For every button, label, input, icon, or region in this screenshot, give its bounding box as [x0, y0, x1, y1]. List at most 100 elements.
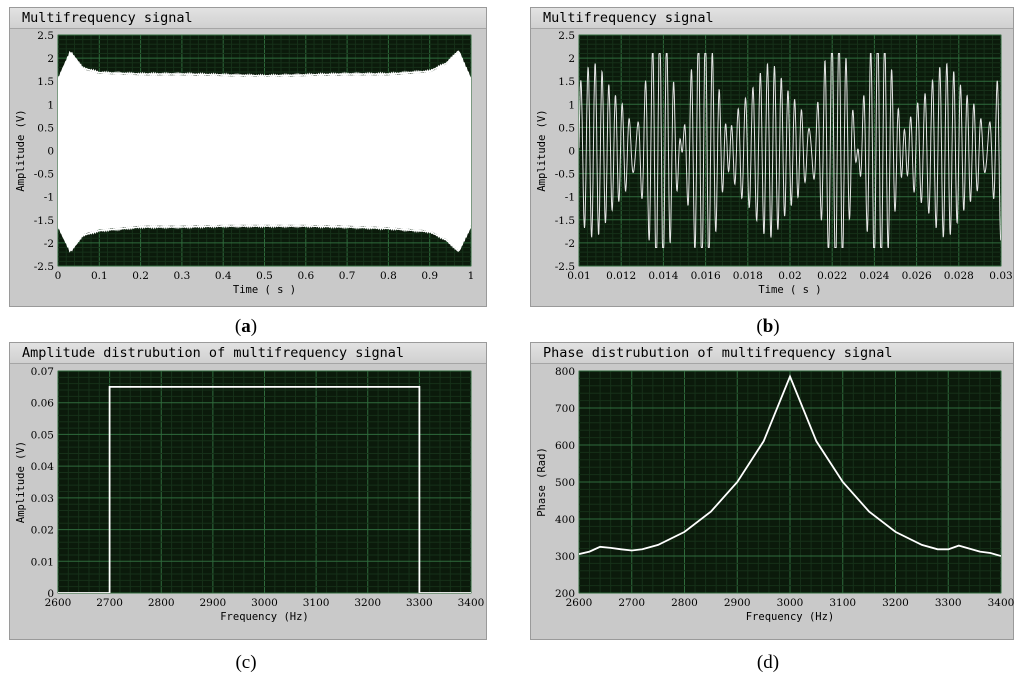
- chart-c: 2600 2700 2800 2900 3000 3100 3200 3300 3400 0.07…: [15, 366, 485, 623]
- y-tick-label: -1.5: [34, 215, 54, 227]
- y-tick-label: 0.05: [31, 429, 54, 441]
- x-tick-label: 3400: [988, 597, 1015, 609]
- x-tick-label: 0.014: [648, 270, 678, 282]
- y-tick-label: -2.5: [34, 261, 54, 273]
- envelope-upper-edge: [58, 50, 471, 82]
- x-tick-label: 3300: [935, 597, 962, 609]
- x-axis-label: Frequency (Hz): [220, 611, 309, 623]
- y-tick-label: -2: [565, 238, 575, 250]
- x-tick-label: 2600: [45, 597, 72, 609]
- caption-b: (b): [756, 316, 780, 337]
- y-tick-label: 0.03: [31, 493, 54, 505]
- x-tick-label: 2700: [96, 597, 123, 609]
- y-tick-label: 600: [555, 440, 575, 452]
- x-tick-label: 3400: [458, 597, 485, 609]
- y-tick-label: 0: [47, 588, 54, 600]
- y-tick-label: -1: [44, 192, 54, 204]
- y-tick-label: 0.04: [31, 461, 55, 473]
- y-axis-label: Phase (Rad): [536, 447, 548, 517]
- y-tick-label: 0: [47, 146, 54, 158]
- x-tick-label: 0.6: [297, 270, 314, 282]
- x-tick-label: 0.018: [733, 270, 763, 282]
- x-tick-label: 2900: [724, 597, 751, 609]
- x-tick-label: 1: [468, 270, 475, 282]
- y-tick-label: 300: [555, 551, 575, 563]
- x-tick-label: 0.01: [567, 270, 590, 282]
- chart-panel-a: Multifrequency signal 0 0.1 0.2 0.3 0.4 0.5 0.…: [9, 7, 487, 307]
- data-layer: [58, 386, 471, 593]
- y-tick-label: 700: [555, 403, 575, 415]
- y-tick-label: 1.5: [558, 76, 575, 88]
- x-tick-label: 0.4: [215, 270, 232, 282]
- y-tick-label: -2: [44, 238, 54, 250]
- y-tick-label: 0.07: [31, 366, 54, 378]
- chart-a: 0 0.1 0.2 0.3 0.4 0.5 0.6 0.7 0.8 0.9 1 2.5 2 1.5 1 0.5…: [15, 30, 475, 296]
- x-tick-label: 3200: [882, 597, 909, 609]
- x-tick-label: 3200: [354, 597, 381, 609]
- data-layer: [58, 50, 471, 253]
- x-tick-label: 3100: [829, 597, 856, 609]
- x-axis-label: Time ( s ): [758, 284, 821, 296]
- caption-d: (d): [756, 652, 780, 673]
- y-tick-label: 2: [47, 53, 54, 65]
- series-line: [58, 386, 471, 593]
- y-tick-label: 0.5: [37, 122, 54, 134]
- x-tick-label: 3300: [406, 597, 433, 609]
- chart-title-d: Phase distrubution of multifrequency sig…: [531, 343, 1013, 364]
- y-tick-label: 2: [568, 53, 575, 65]
- x-tick-label: 0.8: [380, 270, 397, 282]
- y-tick-label: 2.5: [558, 30, 575, 42]
- x-tick-label: 0.028: [944, 270, 974, 282]
- x-tick-label: 0.012: [606, 270, 636, 282]
- x-tick-label: 2600: [566, 597, 593, 609]
- x-tick-label: 0.1: [91, 270, 108, 282]
- data-layer: [579, 374, 1001, 557]
- x-tick-label: 3000: [777, 597, 804, 609]
- x-tick-label: 0.024: [859, 270, 889, 282]
- x-tick-label: 2800: [671, 597, 698, 609]
- x-tick-label: 0.7: [339, 270, 356, 282]
- x-tick-label: 0: [55, 270, 62, 282]
- data-layer: [579, 53, 1001, 248]
- y-tick-label: 1.5: [37, 76, 54, 88]
- x-tick-label: 0.03: [989, 270, 1012, 282]
- chart-title-c: Amplitude distrubution of multifrequency…: [10, 343, 486, 364]
- caption-a: (a): [234, 316, 258, 337]
- y-tick-label: 0.06: [31, 398, 55, 410]
- y-tick-label: 0.5: [558, 122, 575, 134]
- x-tick-label: 0.016: [691, 270, 721, 282]
- x-tick-label: 3000: [251, 597, 278, 609]
- signal-line: [579, 53, 1001, 248]
- y-tick-label: -0.5: [34, 169, 54, 181]
- x-tick-label: 0.5: [256, 270, 273, 282]
- y-axis-label: Amplitude (V): [15, 109, 27, 191]
- y-tick-label: 500: [555, 477, 575, 489]
- chart-panel-c: Amplitude distrubution of multifrequency…: [9, 342, 487, 640]
- chart-panel-d: Phase distrubution of multifrequency sig…: [530, 342, 1014, 640]
- x-axis-label: Frequency (Hz): [746, 611, 835, 623]
- y-tick-label: 0.02: [31, 525, 54, 537]
- grid: [57, 370, 472, 594]
- x-tick-label: 2900: [200, 597, 227, 609]
- y-tick-label: -0.5: [555, 169, 575, 181]
- chart-title-a: Multifrequency signal: [10, 8, 486, 29]
- chart-title-b: Multifrequency signal: [531, 8, 1013, 29]
- chart-b: 0.01 0.012 0.014 0.016 0.018 0.02 0.022 0.024 0.…: [536, 30, 1013, 296]
- series-line: [579, 374, 1001, 557]
- y-tick-label: 0.01: [31, 556, 54, 568]
- y-tick-label: 1: [568, 99, 575, 111]
- x-tick-label: 0.3: [174, 270, 191, 282]
- y-tick-label: 800: [555, 366, 575, 378]
- y-axis-label: Amplitude (V): [15, 441, 27, 523]
- signal-envelope: [58, 51, 471, 251]
- y-tick-label: 0: [568, 146, 575, 158]
- y-tick-label: 2.5: [37, 30, 54, 42]
- x-tick-label: 2700: [618, 597, 645, 609]
- x-tick-label: 0.2: [132, 270, 149, 282]
- x-tick-label: 0.026: [902, 270, 932, 282]
- x-tick-label: 0.022: [817, 270, 847, 282]
- envelope-lower-edge: [58, 222, 471, 253]
- chart-panel-b: Multifrequency signal 0.01 0.012 0.014 0.01…: [530, 7, 1014, 307]
- y-tick-label: 400: [555, 514, 575, 526]
- y-tick-label: -1: [565, 192, 575, 204]
